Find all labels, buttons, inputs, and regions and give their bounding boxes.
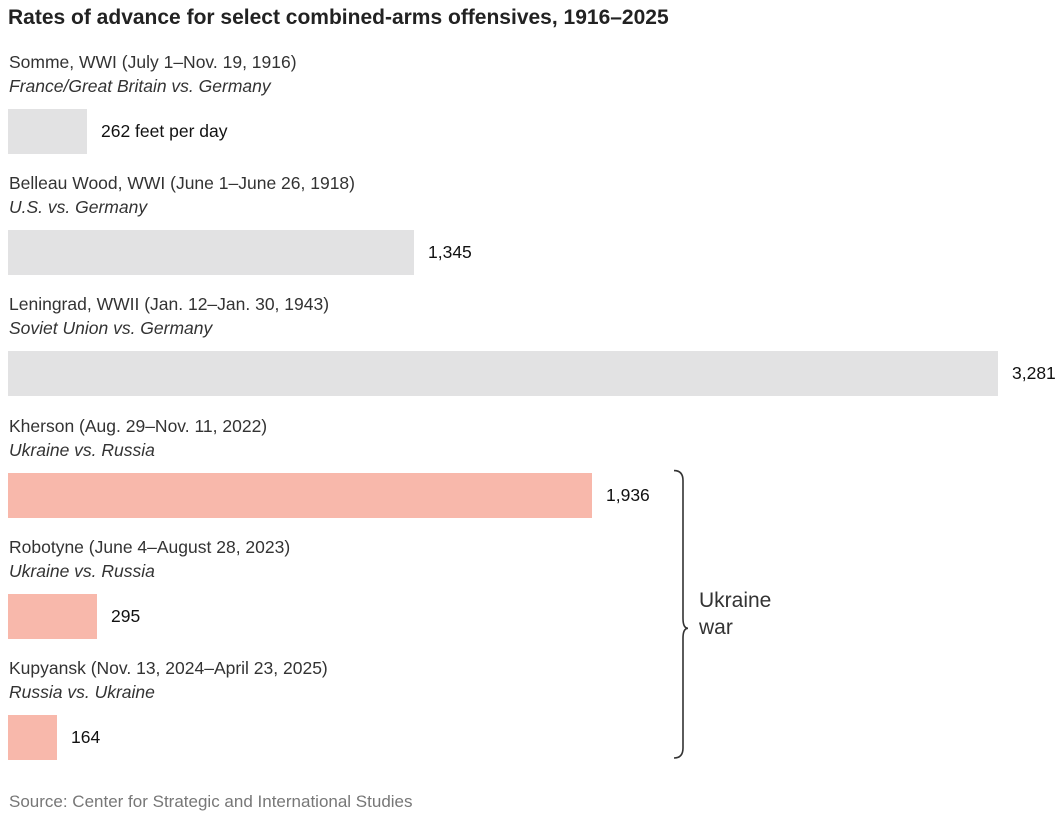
bar-value-label-1: 262 feet per day <box>101 121 228 141</box>
bar-4 <box>8 472 592 518</box>
row-name-3: Leningrad, WWII (Jan. 12–Jan. 30, 1943) <box>9 294 330 315</box>
bar-value-label-6: 164 <box>71 727 101 747</box>
row-sides-3: Soviet Union vs. Germany <box>9 318 213 339</box>
row-name-6: Kupyansk (Nov. 13, 2024–April 23, 2025) <box>9 658 328 678</box>
row-sides-5: Ukraine vs. Russia <box>9 560 155 581</box>
bar-value-label-5: 295 <box>111 605 141 626</box>
row-name-2: Belleau Wood, WWI (June 1–June 26, 1918) <box>9 173 355 194</box>
bar-6 <box>8 715 57 760</box>
group-label-line-2: war <box>699 616 733 639</box>
row-sides-2: U.S. vs. Germany <box>9 197 148 218</box>
bar-value-label-2: 1,345 <box>428 242 472 263</box>
row-name-5: Robotyne (June 4–August 28, 2023) <box>9 536 291 557</box>
row-name-4: Kherson (Aug. 29–Nov. 11, 2022) <box>9 415 268 436</box>
row-sides-6: Russia vs. Ukraine <box>9 682 155 702</box>
chart-title: Rates of advance for select combined-arm… <box>8 6 669 29</box>
row-sides-1: France/Great Britain vs. Germany <box>9 76 271 96</box>
bar-value-label-3: 3,281 <box>1012 363 1056 384</box>
bar-5 <box>8 593 97 639</box>
group-label: Ukraine war <box>699 587 771 641</box>
group-label-line-1: Ukraine <box>699 589 772 612</box>
row-sides-4: Ukraine vs. Russia <box>9 439 155 460</box>
bar-3 <box>8 351 998 397</box>
source-note: Source: Center for Strategic and Interna… <box>9 792 413 811</box>
bar-value-label-4: 1,936 <box>606 484 650 505</box>
bar-1 <box>8 109 87 154</box>
bar-2 <box>8 230 414 276</box>
bracket-path <box>673 469 689 759</box>
row-name-1: Somme, WWI (July 1–Nov. 19, 1916) <box>9 52 297 72</box>
